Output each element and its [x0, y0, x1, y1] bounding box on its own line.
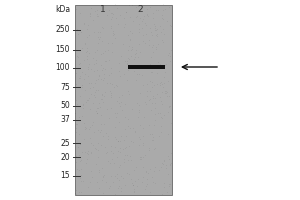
- Text: 15: 15: [60, 171, 70, 180]
- Text: 250: 250: [56, 25, 70, 34]
- Text: 100: 100: [56, 64, 70, 72]
- Text: 2: 2: [137, 5, 143, 15]
- Text: 150: 150: [56, 46, 70, 54]
- Text: 1: 1: [100, 5, 106, 15]
- Text: kDa: kDa: [55, 5, 70, 15]
- Text: 50: 50: [60, 102, 70, 110]
- Bar: [75, 5, 172, 195]
- Text: 20: 20: [60, 152, 70, 162]
- Text: 75: 75: [60, 82, 70, 92]
- Bar: [128, 65, 165, 69]
- Text: 25: 25: [60, 138, 70, 148]
- Text: 37: 37: [60, 116, 70, 124]
